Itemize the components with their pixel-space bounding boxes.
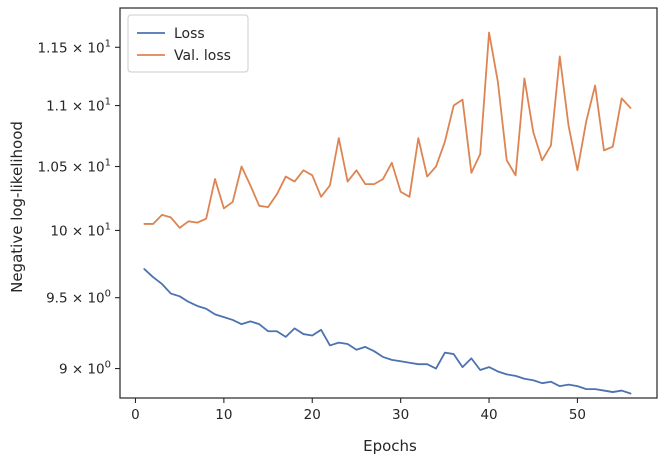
axes: 0 10 20 30 40 50 9 × 100 9.5 × 100 10 × 101 1.05 … <box>37 7 658 423</box>
y-tick-label: 9.5 × 100 <box>46 289 111 307</box>
x-tick-label: 20 <box>304 407 321 423</box>
legend-label-0: Loss <box>174 26 205 42</box>
y-tick-label: 1.05 × 101 <box>37 158 111 176</box>
series-line-1 <box>143 31 632 229</box>
x-tick-label: 40 <box>480 407 497 423</box>
x-tick-label: 50 <box>569 407 586 423</box>
series-line-0 <box>143 268 632 395</box>
x-tick-label: 10 <box>215 407 232 423</box>
y-tick-label: 1.1 × 101 <box>46 97 111 115</box>
y-axis-title: Negative log-likelihood <box>8 121 26 293</box>
legend-box <box>127 14 249 73</box>
axes-frame <box>119 7 658 399</box>
legend: Loss Val. loss <box>127 14 249 73</box>
legend-label-1: Val. loss <box>174 48 231 64</box>
y-tick-label: 1.15 × 101 <box>37 38 111 56</box>
x-tick-label: 30 <box>392 407 409 423</box>
x-axis-title: Epochs <box>363 437 417 455</box>
x-tick-label: 0 <box>131 407 140 423</box>
y-tick-label: 9 × 100 <box>59 360 111 378</box>
y-tick-label: 10 × 101 <box>50 221 111 239</box>
plot-area <box>143 31 632 395</box>
